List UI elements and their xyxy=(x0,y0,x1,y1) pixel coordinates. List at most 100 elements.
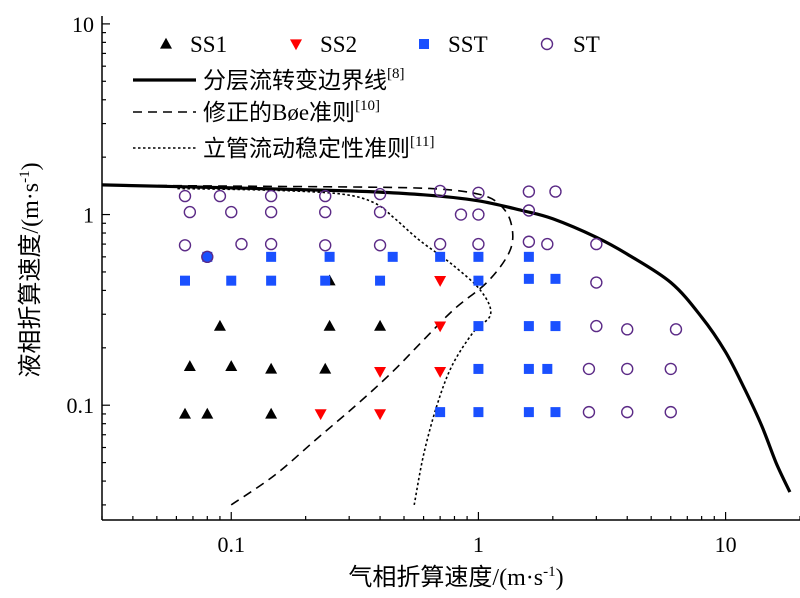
point-st-32 xyxy=(582,362,596,376)
point-sst-18 xyxy=(473,363,484,374)
point-sst-13 xyxy=(473,251,484,262)
point-st-35 xyxy=(582,405,596,419)
point-st-24 xyxy=(472,237,485,251)
point-st-5 xyxy=(433,184,447,198)
point-sst-8 xyxy=(202,251,213,262)
point-ss2-5 xyxy=(434,276,447,287)
point-sst-14 xyxy=(523,251,534,262)
axes: 0.1 1 10 0.1 1 10 气相折算速度/(m·s-1) 液相折算速度/(m·s-1) xyxy=(17,12,800,591)
point-st-20 xyxy=(264,237,278,251)
point-st-3 xyxy=(319,189,332,203)
curve-solid-0 xyxy=(102,183,792,493)
point-st-18 xyxy=(201,250,214,264)
point-sst-10 xyxy=(324,251,335,262)
point-st-12 xyxy=(319,205,332,219)
point-sst-9 xyxy=(266,251,277,262)
point-st-33 xyxy=(621,362,634,376)
x-axis-label: 气相折算速度/(m·s-1) xyxy=(348,564,563,591)
point-sst-22 xyxy=(473,407,484,418)
legend-label-sst: SST xyxy=(448,32,488,57)
point-ss1-7 xyxy=(213,319,226,331)
point-sst-2 xyxy=(266,275,277,286)
legend-marker-st xyxy=(540,37,554,51)
point-st-6 xyxy=(472,186,485,200)
point-ss1-8 xyxy=(323,319,336,331)
legend-curve-label-2: 立管流动稳定性准则[11] xyxy=(203,134,434,161)
point-st-19 xyxy=(235,237,248,251)
point-st-30 xyxy=(621,323,634,336)
point-sst-12 xyxy=(435,251,446,262)
point-st-16 xyxy=(522,204,536,217)
point-st-10 xyxy=(225,205,238,219)
legend: SS1 SS2 SST ST 分层流转变边界线[8] 修正的Bøe准则[10] 立管流动稳定… xyxy=(133,32,600,161)
point-sst-5 xyxy=(473,275,484,286)
legend-label-ss2: SS2 xyxy=(320,32,357,57)
legend-curve-label-1: 修正的Bøe准则[10] xyxy=(203,98,380,125)
point-st-8 xyxy=(549,185,562,198)
point-st-0 xyxy=(178,189,192,203)
point-st-27 xyxy=(590,237,603,251)
point-ss2-4 xyxy=(434,321,447,333)
legend-curve-label-0: 分层流转变边界线[8] xyxy=(203,66,405,93)
point-ss2-2 xyxy=(374,366,387,378)
legend-label-ss1: SS1 xyxy=(190,32,227,57)
point-st-21 xyxy=(319,239,332,252)
point-ss1-5 xyxy=(265,362,278,374)
point-st-13 xyxy=(373,205,387,219)
point-st-11 xyxy=(264,205,278,219)
point-sst-20 xyxy=(542,363,553,374)
point-st-26 xyxy=(541,237,554,251)
x-tick-label: 1 xyxy=(473,532,484,557)
legend-marker-sst xyxy=(419,39,429,49)
point-sst-17 xyxy=(550,321,561,332)
boundary-curves xyxy=(102,183,792,506)
point-st-25 xyxy=(522,235,536,248)
point-ss1-2 xyxy=(265,407,278,419)
point-st-7 xyxy=(522,185,536,198)
point-sst-1 xyxy=(226,275,237,286)
point-sst-15 xyxy=(473,321,484,332)
point-st-2 xyxy=(264,189,278,203)
point-ss1-3 xyxy=(183,360,196,371)
point-st-28 xyxy=(590,276,603,289)
point-sst-11 xyxy=(387,251,398,262)
point-st-23 xyxy=(433,237,447,251)
point-st-31 xyxy=(669,323,683,336)
point-st-37 xyxy=(664,405,677,419)
y-tick-label: 10 xyxy=(72,12,94,37)
point-sst-4 xyxy=(375,275,386,286)
y-axis-label: 液相折算速度/(m·s-1) xyxy=(17,162,44,377)
point-sst-3 xyxy=(320,275,331,286)
point-ss1-4 xyxy=(225,360,238,371)
curve-dashed-1 xyxy=(156,184,514,506)
legend-marker-ss1 xyxy=(160,37,172,49)
point-sst-7 xyxy=(550,273,561,284)
point-ss2-0 xyxy=(314,409,327,421)
point-st-22 xyxy=(373,239,387,252)
point-ss1-9 xyxy=(374,319,387,331)
x-tick-label: 10 xyxy=(715,532,737,557)
x-tick-label: 0.1 xyxy=(217,532,245,557)
point-sst-0 xyxy=(179,275,190,286)
point-st-17 xyxy=(178,239,192,252)
legend-marker-ss2 xyxy=(290,39,302,51)
point-ss1-1 xyxy=(201,407,214,419)
point-sst-21 xyxy=(435,407,446,418)
y-tick-label: 0.1 xyxy=(67,393,95,418)
point-st-1 xyxy=(213,189,227,203)
point-st-9 xyxy=(183,205,197,219)
point-st-29 xyxy=(590,319,603,333)
point-ss2-1 xyxy=(374,409,387,421)
point-ss1-0 xyxy=(178,407,191,419)
point-sst-6 xyxy=(523,273,534,284)
point-sst-19 xyxy=(523,363,534,374)
y-tick-label: 1 xyxy=(83,203,94,228)
point-st-15 xyxy=(472,208,485,221)
point-st-34 xyxy=(664,362,677,376)
point-st-36 xyxy=(621,405,634,419)
point-ss1-6 xyxy=(319,362,332,374)
point-sst-23 xyxy=(523,407,534,418)
point-ss2-3 xyxy=(434,366,447,378)
point-st-14 xyxy=(454,208,468,221)
